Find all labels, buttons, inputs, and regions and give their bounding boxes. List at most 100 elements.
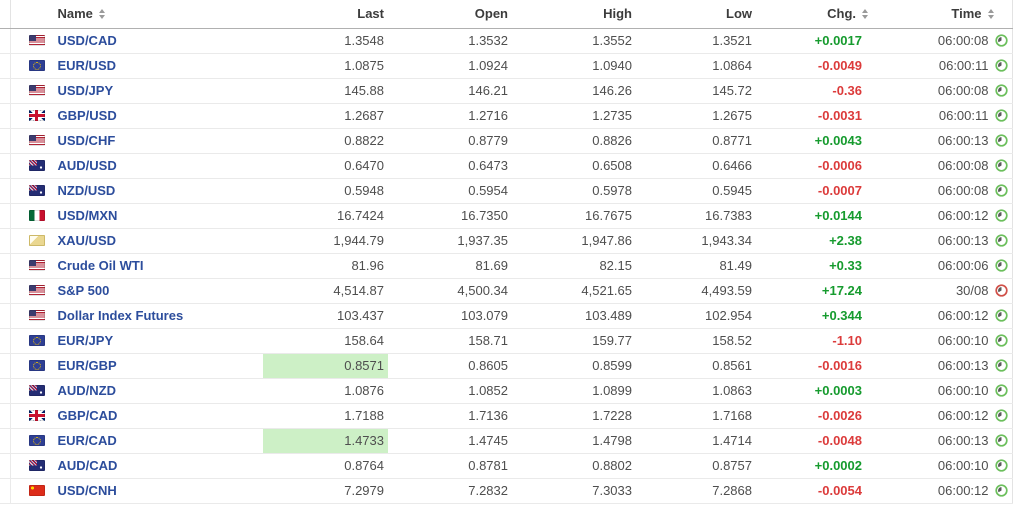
instrument-link[interactable]: GBP/USD <box>57 108 117 123</box>
quote-row: GBP/USD 1.2687 1.2716 1.2735 1.2675 -0.0031 06… <box>0 103 1012 129</box>
time-cell: 06:00:08 <box>872 28 1012 54</box>
name-cell: AUD/USD <box>10 153 263 179</box>
gb-flag-icon <box>28 410 45 421</box>
low-value: 1.4714 <box>636 428 756 454</box>
column-header-time[interactable]: Time <box>872 0 1012 29</box>
instrument-link[interactable]: AUD/CAD <box>57 458 118 473</box>
low-value: 0.6466 <box>636 153 756 179</box>
column-label: High <box>603 6 632 22</box>
instrument-link[interactable]: AUD/NZD <box>57 383 117 398</box>
name-cell: EUR/JPY <box>10 328 263 354</box>
high-value: 0.8802 <box>512 453 636 479</box>
last-value: 0.5948 <box>263 178 388 204</box>
eu-flag-icon <box>28 435 45 446</box>
open-value: 7.2832 <box>388 478 512 504</box>
time-value: 06:00:11 <box>938 58 989 73</box>
high-value: 0.8599 <box>512 353 636 379</box>
low-value: 1.0863 <box>636 378 756 404</box>
last-value: 16.7424 <box>263 203 388 229</box>
row-gutter <box>0 78 11 104</box>
clock-icon <box>994 184 1008 197</box>
change-value: -0.0049 <box>756 53 872 79</box>
nz-flag-icon <box>28 185 45 196</box>
instrument-link[interactable]: USD/JPY <box>57 83 114 98</box>
quote-row: AUD/NZD 1.0876 1.0852 1.0899 1.0863 +0.0003 06… <box>0 378 1012 404</box>
low-value: 0.8561 <box>636 353 756 379</box>
row-gutter <box>0 478 11 504</box>
instrument-link[interactable]: USD/CAD <box>57 33 117 48</box>
name-cell: EUR/GBP <box>10 353 263 379</box>
clock-icon <box>994 434 1008 447</box>
time-cell: 06:00:10 <box>872 453 1012 479</box>
quote-row: USD/MXN 16.7424 16.7350 16.7675 16.7383 +0.01… <box>0 203 1012 229</box>
high-value: 0.5978 <box>512 178 636 204</box>
quote-row: USD/CAD 1.3548 1.3532 1.3552 1.3521 +0.0017 06… <box>0 28 1012 54</box>
time-value: 06:00:08 <box>937 83 989 98</box>
au-flag-icon <box>28 385 45 396</box>
instrument-link[interactable]: AUD/USD <box>57 158 117 173</box>
instrument-link[interactable]: EUR/CAD <box>57 433 117 448</box>
change-value: -0.0026 <box>756 403 872 429</box>
column-header-open[interactable]: Open <box>388 0 512 29</box>
quote-row: EUR/JPY 158.64 158.71 159.77 158.52 -1.10 06:0… <box>0 328 1012 354</box>
column-header-chg[interactable]: Chg. <box>756 0 872 29</box>
instrument-link[interactable]: S&P 500 <box>57 283 110 298</box>
quote-row: EUR/USD 1.0875 1.0924 1.0940 1.0864 -0.0049 06… <box>0 53 1012 79</box>
clock-icon <box>994 259 1008 272</box>
time-value: 06:00:08 <box>937 158 989 173</box>
column-header-name[interactable]: Name <box>10 0 263 29</box>
us-flag-icon <box>28 285 45 296</box>
clock-icon <box>994 459 1008 472</box>
name-cell: NZD/USD <box>10 178 263 204</box>
quote-row: NZD/USD 0.5948 0.5954 0.5978 0.5945 -0.0007 06… <box>0 178 1012 204</box>
instrument-link[interactable]: EUR/USD <box>57 58 117 73</box>
high-value: 82.15 <box>512 253 636 279</box>
high-value: 1.3552 <box>512 28 636 54</box>
low-value: 0.5945 <box>636 178 756 204</box>
instrument-link[interactable]: USD/CHF <box>57 133 116 148</box>
time-value: 06:00:13 <box>937 433 989 448</box>
open-value: 158.71 <box>388 328 512 354</box>
time-cell: 06:00:11 <box>872 53 1012 79</box>
us-flag-icon <box>28 310 45 321</box>
clock-icon <box>994 309 1008 322</box>
column-header-low[interactable]: Low <box>636 0 756 29</box>
instrument-link[interactable]: EUR/GBP <box>57 358 117 373</box>
time-value: 06:00:12 <box>937 408 989 423</box>
name-cell: Dollar Index Futures <box>10 303 263 329</box>
instrument-link[interactable]: USD/CNH <box>57 483 117 498</box>
name-cell: Crude Oil WTI <box>10 253 263 279</box>
last-value: 1.4733 <box>263 428 388 454</box>
column-header-last[interactable]: Last <box>263 0 388 29</box>
instrument-link[interactable]: GBP/CAD <box>57 408 118 423</box>
low-value: 7.2868 <box>636 478 756 504</box>
row-gutter <box>0 328 11 354</box>
instrument-link[interactable]: Crude Oil WTI <box>57 258 144 273</box>
clock-icon <box>994 34 1008 47</box>
open-value: 103.079 <box>388 303 512 329</box>
clock-icon <box>994 134 1008 147</box>
instrument-link[interactable]: EUR/JPY <box>57 333 114 348</box>
name-cell: AUD/CAD <box>10 453 263 479</box>
clock-icon <box>994 384 1008 397</box>
open-value: 0.8781 <box>388 453 512 479</box>
clock-icon <box>994 334 1008 347</box>
name-cell: USD/CHF <box>10 128 263 154</box>
instrument-link[interactable]: USD/MXN <box>57 208 118 223</box>
last-value: 1.3548 <box>263 28 388 54</box>
clock-icon <box>994 484 1008 497</box>
clock-icon <box>994 359 1008 372</box>
cn-flag-icon <box>28 485 45 496</box>
clock-icon <box>994 409 1008 422</box>
column-header-high[interactable]: High <box>512 0 636 29</box>
high-value: 146.26 <box>512 78 636 104</box>
instrument-link[interactable]: XAU/USD <box>57 233 117 248</box>
name-cell: S&P 500 <box>10 278 263 304</box>
instrument-link[interactable]: Dollar Index Futures <box>57 308 184 323</box>
instrument-link[interactable]: NZD/USD <box>57 183 116 198</box>
row-gutter <box>0 103 11 129</box>
eu-flag-icon <box>28 335 45 346</box>
open-value: 0.8605 <box>388 353 512 379</box>
high-value: 7.3033 <box>512 478 636 504</box>
last-value: 145.88 <box>263 78 388 104</box>
